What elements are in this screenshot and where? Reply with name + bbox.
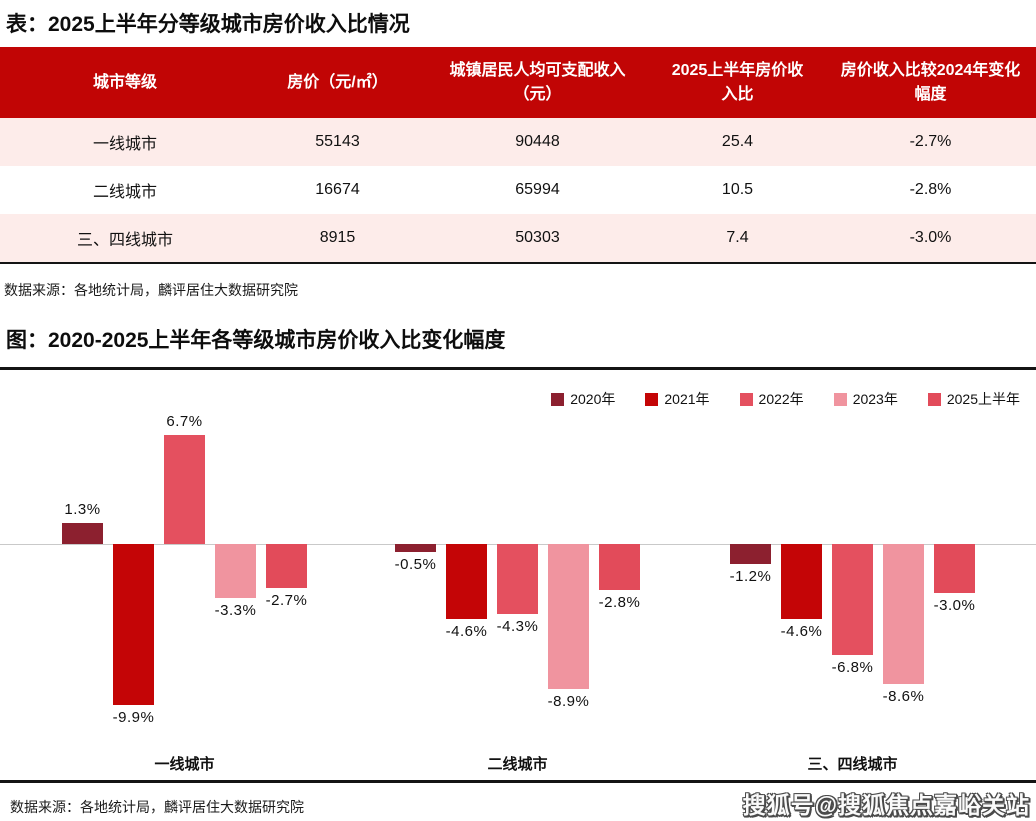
cell-income: 90448 — [515, 133, 560, 150]
chart-source-note: 数据来源：各地统计局，麟评居住大数据研究院 — [10, 799, 304, 815]
bar-2020年-三、四线城市 — [730, 544, 771, 564]
cell-price: 8915 — [319, 229, 356, 246]
bar-2022年-三、四线城市 — [832, 544, 873, 655]
table-title: 表：2025上半年分等级城市房价收入比情况 — [6, 13, 410, 36]
legend-swatch-icon — [833, 392, 847, 406]
bar-2023年-三、四线城市 — [883, 544, 924, 685]
legend-item-2023年: 2023年 — [833, 389, 898, 409]
table-header-row: 城市等级 房价（元/㎡） 城镇居民人均可支配收入（元） 2025上半年房价收入比… — [0, 47, 1036, 118]
bar-2025上半年-一线城市 — [266, 544, 307, 588]
bar-2020年-二线城市 — [395, 544, 436, 553]
legend-swatch-icon — [551, 392, 565, 406]
x-axis-label-三、四线城市: 三、四线城市 — [807, 756, 898, 773]
chart-legend: 2020年 2021年 2022年 2023年 2025上半年 — [551, 389, 1020, 409]
cell-change: -2.7% — [909, 133, 952, 150]
table-header-city-tier: 城市等级 — [92, 73, 157, 91]
legend-swatch-icon — [645, 392, 659, 406]
cell-change: -3.0% — [909, 229, 952, 246]
cell-price: 55143 — [315, 133, 360, 150]
bar-value-label: -3.3% — [214, 601, 257, 619]
bar-value-label: 6.7% — [166, 412, 203, 430]
chart-title: 图：2020-2025上半年各等级城市房价收入比变化幅度 — [6, 329, 506, 352]
cell-ratio: 7.4 — [726, 229, 749, 246]
bar-2025上半年-二线城市 — [599, 544, 640, 590]
legend-label: 2020年 — [570, 391, 616, 407]
bar-value-label: -4.3% — [496, 618, 539, 636]
cell-ratio: 25.4 — [721, 133, 754, 150]
table-header-income: 城镇居民人均可支配收入（元） — [449, 62, 626, 103]
bar-value-label: -2.7% — [265, 592, 308, 609]
table-row: 三、四线城市 8915 50303 7.4 -3.0% — [0, 214, 1036, 262]
bar-value-label: -3.0% — [933, 596, 976, 614]
x-axis-label-一线城市: 一线城市 — [154, 756, 215, 773]
legend-label: 2025上半年 — [946, 391, 1020, 407]
cell-tier: 二线城市 — [92, 184, 157, 201]
legend-label: 2021年 — [664, 391, 710, 407]
price-income-table: 城市等级 房价（元/㎡） 城镇居民人均可支配收入（元） 2025上半年房价收入比… — [0, 47, 1036, 264]
table-row: 一线城市 55143 90448 25.4 -2.7% — [0, 118, 1036, 166]
bar-2020年-一线城市 — [62, 522, 103, 544]
bar-2021年-二线城市 — [446, 544, 487, 619]
legend-swatch-icon — [927, 392, 941, 406]
x-axis-label-二线城市: 二线城市 — [487, 756, 548, 773]
watermark-text: 搜狐号@搜狐焦点嘉峪关站 — [742, 792, 1030, 818]
bar-2021年-三、四线城市 — [781, 544, 822, 619]
cell-ratio: 10.5 — [721, 181, 754, 198]
cell-tier: 三、四线城市 — [76, 232, 173, 249]
bar-2022年-一线城市 — [164, 434, 205, 544]
legend-label: 2022年 — [758, 391, 804, 407]
table-header-ratio: 2025上半年房价收入比 — [671, 62, 804, 103]
legend-label: 2023年 — [852, 391, 898, 407]
legend-item-2020年: 2020年 — [551, 389, 615, 409]
cell-income: 65994 — [515, 181, 560, 198]
bar-value-label: -8.9% — [547, 693, 590, 711]
bar-value-label: 1.3% — [64, 500, 101, 518]
bar-value-label: -2.8% — [598, 593, 641, 611]
bar-chart: 2020年 2021年 2022年 2023年 2025上半年 1.3% -9.9% 6.7… — [0, 367, 1036, 783]
bar-value-label: -0.5% — [394, 556, 437, 574]
legend-item-2022年: 2022年 — [739, 389, 804, 409]
legend-swatch-icon — [739, 392, 753, 406]
legend-item-2025上半年: 2025上半年 — [927, 389, 1020, 409]
cell-tier: 一线城市 — [92, 136, 157, 153]
cell-change: -2.8% — [909, 181, 952, 198]
bar-value-label: -4.6% — [780, 622, 823, 640]
table-header-change: 房价收入比较2024年变化幅度 — [840, 62, 1021, 103]
legend-item-2021年: 2021年 — [645, 389, 710, 409]
bar-value-label: -9.9% — [112, 709, 155, 727]
table-source-note: 数据来源：各地统计局，麟评居住大数据研究院 — [4, 282, 298, 298]
bar-value-label: -8.6% — [882, 688, 925, 706]
bar-value-label: -1.2% — [729, 567, 772, 585]
chart-plot: 1.3% -9.9% 6.7% -3.3% -2.7% 一线城市 -0.5% -4.6% -4.… — [0, 370, 1036, 780]
bar-2023年-二线城市 — [548, 544, 589, 690]
table-row: 二线城市 16674 65994 10.5 -2.8% — [0, 166, 1036, 214]
cell-price: 16674 — [315, 181, 360, 198]
bar-value-label: -4.6% — [445, 622, 488, 640]
bar-2023年-一线城市 — [215, 544, 256, 598]
table-header-price: 房价（元/㎡） — [287, 73, 388, 91]
bar-value-label: -6.8% — [831, 658, 874, 676]
cell-income: 50303 — [515, 229, 560, 246]
bar-2022年-二线城市 — [497, 544, 538, 615]
bar-2021年-一线城市 — [113, 544, 154, 706]
bar-2025上半年-三、四线城市 — [934, 544, 975, 593]
